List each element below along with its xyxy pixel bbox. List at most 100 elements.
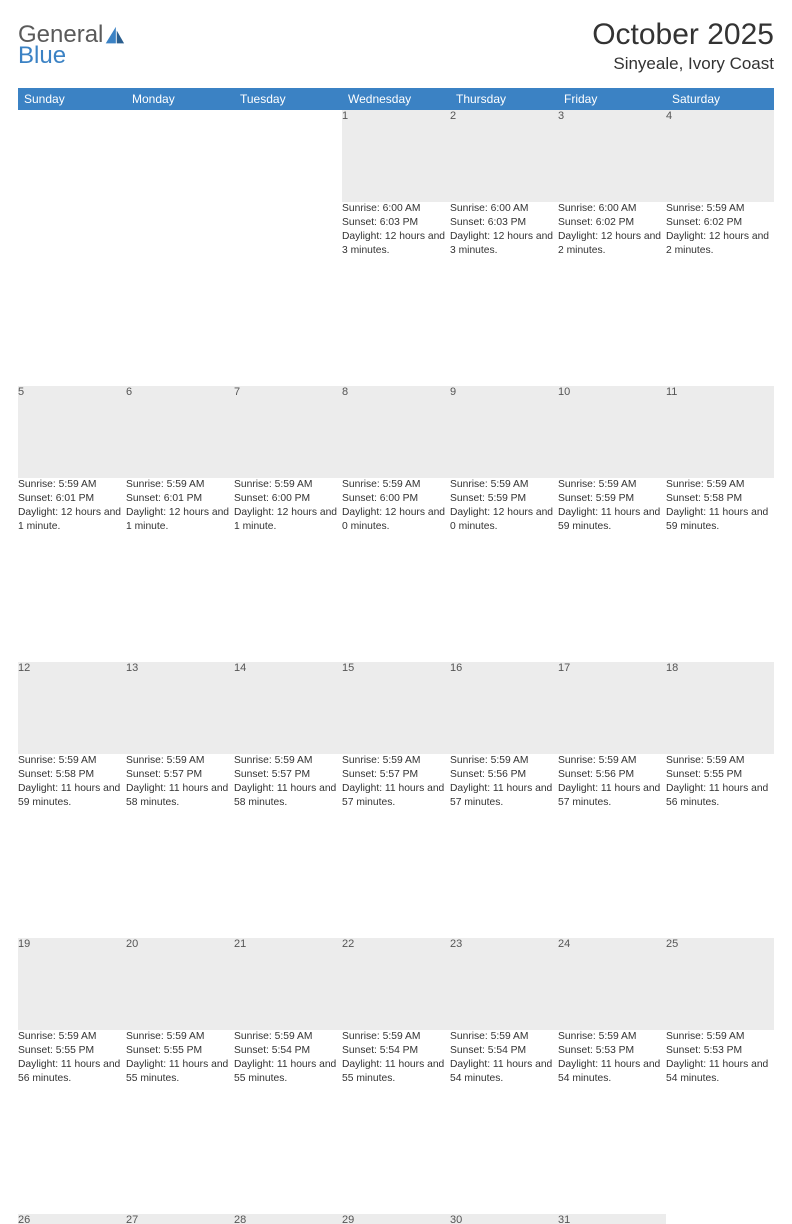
sunrise-text: Sunrise: 5:59 AM: [18, 1031, 96, 1042]
sunset-text: Sunset: 5:58 PM: [666, 493, 742, 504]
sunrise-text: Sunrise: 6:00 AM: [342, 203, 420, 214]
calendar-body: 1234Sunrise: 6:00 AMSunset: 6:03 PMDayli…: [18, 110, 774, 1224]
sunrise-text: Sunrise: 5:59 AM: [234, 479, 312, 490]
day-number-cell: 6: [126, 386, 234, 478]
day-number-cell: 19: [18, 938, 126, 1030]
day-detail-cell: Sunrise: 5:59 AMSunset: 6:00 PMDaylight:…: [234, 478, 342, 570]
sunset-text: Sunset: 6:01 PM: [18, 493, 94, 504]
sunrise-text: Sunrise: 6:00 AM: [450, 203, 528, 214]
day-detail-cell: Sunrise: 5:59 AMSunset: 6:02 PMDaylight:…: [666, 202, 774, 294]
day-detail-cell: Sunrise: 5:59 AM Sunset: 5:55 PM Daylight:…: [666, 754, 774, 846]
sunrise-text: Sunrise: 5:59 AM: [234, 1031, 312, 1042]
day-number-row: 262728293031: [18, 1214, 774, 1224]
day-number-cell: 25: [666, 938, 774, 1030]
day-number-cell: 9: [450, 386, 558, 478]
day-detail-cell: Sunrise: 5:59 AMSunset: 6:00 PMDaylight:…: [342, 478, 450, 570]
day-number-cell: 17: [558, 662, 666, 754]
day-detail-cell: Sunrise: 5:59 AMSunset: 6:01 PMDaylight:…: [126, 478, 234, 570]
day-number-row: 19202122232425: [18, 938, 774, 1030]
day-number-cell: 26: [18, 1214, 126, 1224]
daylight-text: Daylight: 12 hours and 3 minutes.: [342, 231, 445, 256]
daylight-text: Daylight: 11 hours and 55 minutes.: [234, 1059, 336, 1084]
day-detail-cell: Sunrise: 5:59 AMSunset: 5:59 PMDaylight:…: [558, 478, 666, 570]
daylight-text: Daylight: 11 hours and 57 minutes.: [558, 783, 660, 808]
day-number-cell: 15: [342, 662, 450, 754]
day-number-cell: 10: [558, 386, 666, 478]
day-number-cell: 22: [342, 938, 450, 1030]
calendar-table: SundayMondayTuesdayWednesdayThursdayFrid…: [18, 88, 774, 1224]
day-number-cell: [666, 1214, 774, 1224]
daylight-text: Daylight: 12 hours and 1 minute.: [126, 507, 229, 532]
day-detail-row: Sunrise: 6:00 AM Sunset: 6:03 PM Daylight:…: [18, 202, 774, 294]
daylight-text: Daylight: 11 hours and 54 minutes.: [558, 1059, 660, 1084]
day-number-cell: 1: [342, 110, 450, 202]
day-number-cell: 24: [558, 938, 666, 1030]
page-title: October 2025: [592, 18, 774, 52]
sunrise-text: Sunrise: 5:59 AM: [126, 755, 204, 766]
sunrise-text: Sunrise: 5:59 AM: [558, 755, 636, 766]
daylight-text: Daylight: 11 hours and 58 minutes.: [126, 783, 228, 808]
day-number-cell: 23: [450, 938, 558, 1030]
sunrise-text: Sunrise: 5:59 AM: [666, 203, 744, 214]
sunset-text: Sunset: 6:03 PM: [450, 217, 526, 228]
day-number-cell: [18, 110, 126, 202]
day-header: Wednesday: [342, 88, 450, 110]
day-header: Tuesday: [234, 88, 342, 110]
day-number-cell: 21: [234, 938, 342, 1030]
day-detail-row: Sunrise: 5:59 AM Sunset: 5:55 PM Daylight:…: [18, 1030, 774, 1122]
day-header-row: SundayMondayTuesdayWednesdayThursdayFrid…: [18, 88, 774, 110]
daylight-text: Daylight: 11 hours and 54 minutes.: [666, 1059, 768, 1084]
sunset-text: Sunset: 5:57 PM: [126, 769, 202, 780]
daylight-text: Daylight: 11 hours and 59 minutes.: [558, 507, 660, 532]
sunset-text: Sunset: 5:59 PM: [450, 493, 526, 504]
day-number-cell: 27: [126, 1214, 234, 1224]
sunrise-text: Sunrise: 5:59 AM: [666, 755, 744, 766]
day-detail-cell: [18, 202, 126, 294]
daylight-text: Daylight: 11 hours and 57 minutes.: [450, 783, 552, 808]
daylight-text: Daylight: 11 hours and 55 minutes.: [342, 1059, 444, 1084]
sunrise-text: Sunrise: 5:59 AM: [666, 479, 744, 490]
day-detail-cell: Sunrise: 5:59 AMSunset: 5:58 PMDaylight:…: [18, 754, 126, 846]
day-detail-cell: Sunrise: 5:59 AM Sunset: 5:57 PM Daylight:…: [126, 754, 234, 846]
day-number-cell: 18: [666, 662, 774, 754]
day-number-row: 567891011: [18, 386, 774, 478]
daylight-text: Daylight: 12 hours and 2 minutes.: [558, 231, 661, 256]
sunrise-text: Sunrise: 5:59 AM: [666, 1031, 744, 1042]
daylight-text: Daylight: 11 hours and 59 minutes.: [666, 507, 768, 532]
day-number-cell: [126, 110, 234, 202]
sunset-text: Sunset: 5:56 PM: [558, 769, 634, 780]
sunrise-text: Sunrise: 5:59 AM: [126, 1031, 204, 1042]
day-detail-cell: Sunrise: 6:00 AMSunset: 6:02 PMDaylight:…: [558, 202, 666, 294]
day-detail-row: Sunrise: 5:59 AMSunset: 5:58 PMDaylight:…: [18, 754, 774, 846]
day-number-cell: 8: [342, 386, 450, 478]
sunset-text: Sunset: 5:54 PM: [342, 1045, 418, 1056]
sunset-text: Sunset: 6:02 PM: [558, 217, 634, 228]
logo: General Blue: [18, 18, 125, 68]
sunset-text: Sunset: 5:53 PM: [666, 1045, 742, 1056]
daylight-text: Daylight: 11 hours and 58 minutes.: [234, 783, 336, 808]
day-detail-cell: Sunrise: 6:00 AM Sunset: 6:03 PM Daylight:…: [342, 202, 450, 294]
sunset-text: Sunset: 5:54 PM: [450, 1045, 526, 1056]
sunrise-text: Sunrise: 5:59 AM: [342, 1031, 420, 1042]
week-separator: [18, 846, 774, 938]
day-header: Sunday: [18, 88, 126, 110]
sunset-text: Sunset: 5:55 PM: [666, 769, 742, 780]
daylight-text: Daylight: 12 hours and 0 minutes.: [342, 507, 445, 532]
day-detail-cell: Sunrise: 5:59 AMSunset: 5:57 PMDaylight:…: [342, 754, 450, 846]
sunset-text: Sunset: 5:57 PM: [342, 769, 418, 780]
daylight-text: Daylight: 11 hours and 56 minutes.: [666, 783, 768, 808]
day-detail-cell: Sunrise: 6:00 AMSunset: 6:03 PMDaylight:…: [450, 202, 558, 294]
sunset-text: Sunset: 5:55 PM: [126, 1045, 202, 1056]
daylight-text: Daylight: 11 hours and 56 minutes.: [18, 1059, 120, 1084]
week-separator: [18, 1122, 774, 1214]
day-detail-cell: Sunrise: 5:59 AMSunset: 5:55 PMDaylight:…: [18, 1030, 126, 1122]
sunset-text: Sunset: 6:03 PM: [342, 217, 418, 228]
daylight-text: Daylight: 11 hours and 57 minutes.: [342, 783, 444, 808]
day-detail-cell: Sunrise: 5:59 AMSunset: 5:59 PMDaylight:…: [450, 478, 558, 570]
daylight-text: Daylight: 11 hours and 54 minutes.: [450, 1059, 552, 1084]
sunset-text: Sunset: 5:59 PM: [558, 493, 634, 504]
day-number-cell: 16: [450, 662, 558, 754]
day-detail-cell: Sunrise: 5:59 AMSunset: 5:55 PMDaylight:…: [126, 1030, 234, 1122]
day-number-cell: 14: [234, 662, 342, 754]
sunrise-text: Sunrise: 5:59 AM: [558, 1031, 636, 1042]
